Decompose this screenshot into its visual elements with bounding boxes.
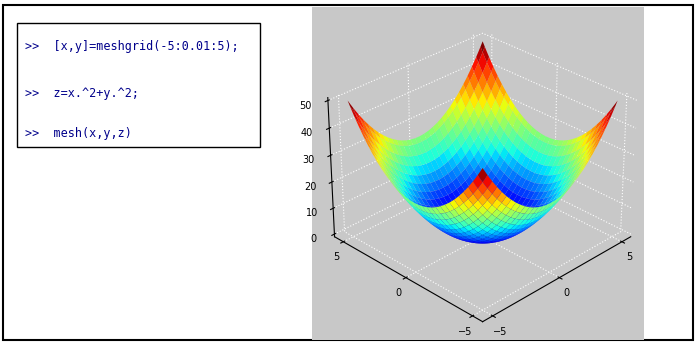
Text: >>  [x,y]=meshgrid(-5:0.01:5);: >> [x,y]=meshgrid(-5:0.01:5); [25,40,239,53]
FancyBboxPatch shape [17,24,260,146]
Text: >>  z=x.^2+y.^2;: >> z=x.^2+y.^2; [25,87,139,100]
Text: >>  mesh(x,y,z): >> mesh(x,y,z) [25,127,132,140]
